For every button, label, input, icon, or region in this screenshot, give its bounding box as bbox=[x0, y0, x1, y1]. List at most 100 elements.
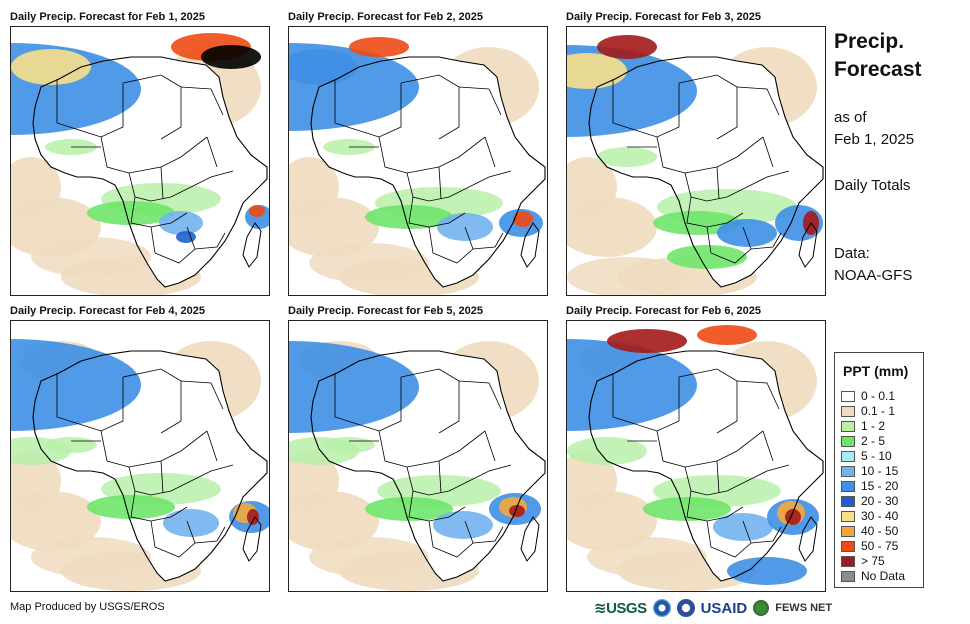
legend-label: 5 - 10 bbox=[861, 449, 892, 463]
precip-blob bbox=[567, 257, 687, 295]
legend-swatch bbox=[841, 556, 855, 567]
precip-map bbox=[289, 341, 546, 591]
noaa-logo-icon bbox=[652, 599, 671, 617]
panel-title: Daily Precip. Forecast for Feb 6, 2025 bbox=[566, 305, 762, 317]
precip-blob bbox=[567, 339, 697, 431]
map-frame bbox=[288, 320, 548, 592]
logo-strip: ≋USGS USAID FEWS NET bbox=[594, 597, 832, 619]
country-border bbox=[378, 430, 486, 468]
legend-label: 50 - 75 bbox=[861, 539, 899, 553]
precip-blob bbox=[509, 505, 525, 517]
country-border bbox=[762, 136, 774, 168]
precip-blob bbox=[309, 537, 429, 577]
country-border bbox=[438, 166, 442, 200]
precip-blob bbox=[365, 497, 453, 521]
country-border bbox=[458, 380, 502, 410]
precip-blob bbox=[289, 49, 357, 85]
precip-blob bbox=[45, 437, 97, 453]
title-line-2: Forecast bbox=[834, 58, 922, 81]
coastline bbox=[588, 56, 824, 288]
data-source: NOAA-GFS bbox=[834, 267, 913, 284]
legend-item: 15 - 20 bbox=[841, 479, 898, 493]
legend-label: 15 - 20 bbox=[861, 479, 899, 493]
precip-blob bbox=[597, 35, 657, 59]
madagascar-outline bbox=[242, 516, 262, 562]
precip-blob bbox=[643, 497, 731, 521]
precip-blob bbox=[697, 325, 757, 345]
madagascar-outline bbox=[242, 222, 262, 268]
panel-title: Daily Precip. Forecast for Feb 4, 2025 bbox=[10, 305, 206, 317]
legend-swatch bbox=[841, 451, 855, 462]
country-border bbox=[428, 520, 474, 558]
legend-swatch bbox=[841, 496, 855, 507]
legend-item: 0.1 - 1 bbox=[841, 404, 895, 418]
country-border bbox=[150, 520, 196, 558]
precip-blob bbox=[11, 49, 91, 85]
country-border bbox=[484, 136, 496, 168]
legend-item: No Data bbox=[841, 569, 905, 583]
precip-blob bbox=[11, 339, 141, 431]
panel-title: Daily Precip. Forecast for Feb 2, 2025 bbox=[288, 11, 484, 23]
globe-icon bbox=[753, 600, 770, 616]
precip-map bbox=[289, 37, 546, 295]
precip-blob bbox=[513, 211, 533, 227]
legend-swatch bbox=[841, 541, 855, 552]
country-border bbox=[484, 430, 496, 462]
map-frame bbox=[10, 320, 270, 592]
precip-blob bbox=[31, 537, 151, 577]
legend-swatch bbox=[841, 391, 855, 402]
legend-item: > 75 bbox=[841, 554, 885, 568]
country-border bbox=[100, 136, 208, 174]
madagascar-outline bbox=[798, 516, 818, 562]
map-frame bbox=[566, 26, 826, 296]
precip-blob bbox=[31, 237, 151, 277]
map-panel-2: Daily Precip. Forecast for Feb 2, 2025 bbox=[288, 10, 550, 296]
panel-title: Daily Precip. Forecast for Feb 3, 2025 bbox=[566, 11, 762, 23]
dry-area bbox=[11, 157, 61, 217]
precip-blob bbox=[87, 201, 175, 225]
legend-label: 30 - 40 bbox=[861, 509, 899, 523]
country-border bbox=[736, 86, 780, 116]
legend-swatch bbox=[841, 511, 855, 522]
country-border bbox=[656, 430, 764, 468]
coastline bbox=[32, 350, 268, 582]
title-line-1: Precip. bbox=[834, 30, 905, 53]
map-panel-3: Daily Precip. Forecast for Feb 3, 2025 bbox=[566, 10, 828, 296]
map-panel-5: Daily Precip. Forecast for Feb 5, 2025 bbox=[288, 304, 550, 592]
country-border bbox=[160, 460, 164, 494]
precip-blob bbox=[607, 329, 687, 353]
usaid-logo: USAID bbox=[700, 599, 748, 617]
precip-blob bbox=[309, 243, 429, 283]
madagascar-outline bbox=[520, 516, 540, 562]
country-border bbox=[428, 226, 474, 264]
legend-label: 20 - 30 bbox=[861, 494, 899, 508]
map-frame bbox=[288, 26, 548, 296]
precip-blob bbox=[433, 511, 493, 539]
country-border bbox=[438, 460, 442, 494]
dry-area bbox=[289, 157, 339, 217]
madagascar-outline bbox=[798, 222, 818, 268]
legend-item: 30 - 40 bbox=[841, 509, 898, 523]
precip-blob bbox=[176, 231, 196, 243]
coastline bbox=[310, 350, 546, 582]
dry-area bbox=[11, 451, 61, 511]
precip-blob bbox=[289, 341, 419, 433]
country-border bbox=[716, 460, 720, 494]
map-panel-4: Daily Precip. Forecast for Feb 4, 2025 bbox=[10, 304, 272, 592]
panel-title: Daily Precip. Forecast for Feb 5, 2025 bbox=[288, 305, 484, 317]
legend-item: 40 - 50 bbox=[841, 524, 898, 538]
map-frame bbox=[566, 320, 826, 592]
dry-area bbox=[289, 451, 339, 511]
country-border bbox=[100, 430, 208, 468]
map-panel-6: Daily Precip. Forecast for Feb 6, 2025 bbox=[566, 304, 828, 592]
legend-swatch bbox=[841, 436, 855, 447]
legend-label: 1 - 2 bbox=[861, 419, 886, 433]
fews-logo: FEWS NET bbox=[775, 602, 833, 614]
country-border bbox=[160, 166, 164, 200]
precip-blob bbox=[713, 513, 773, 541]
totals-label: Daily Totals bbox=[834, 177, 911, 194]
legend-item: 0 - 0.1 bbox=[841, 389, 895, 403]
legend-item: 10 - 15 bbox=[841, 464, 898, 478]
legend-label: 0.1 - 1 bbox=[861, 404, 896, 418]
